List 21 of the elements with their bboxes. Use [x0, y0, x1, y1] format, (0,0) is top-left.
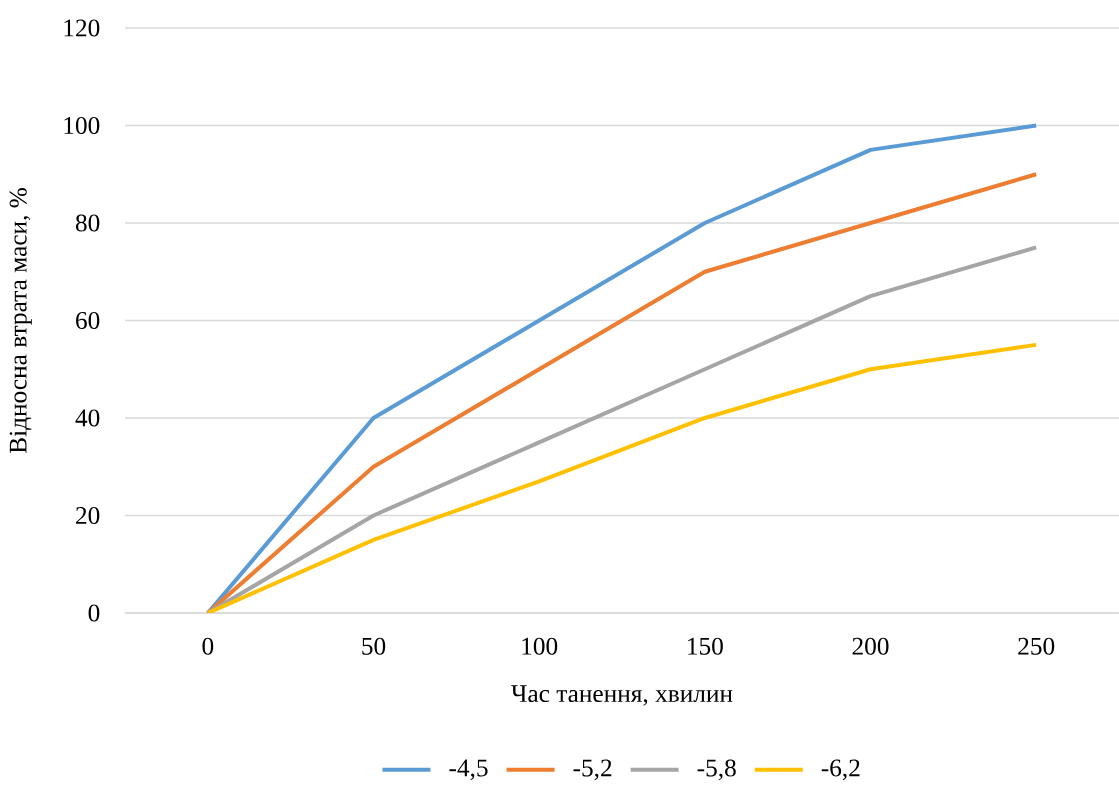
y-tick-label: 120 — [64, 19, 100, 37]
y-tick-label: 80 — [75, 214, 100, 232]
y-tick-label: 40 — [75, 409, 100, 427]
x-tick-label: 250 — [1018, 637, 1055, 655]
line-series — [205, 245, 1039, 613]
y-tick-label: 20 — [76, 506, 100, 525]
y-tick-label: 0 — [88, 604, 100, 622]
legend-label: -5,2 — [573, 759, 612, 781]
x-axis-title: Час танення, хвилин — [511, 685, 733, 706]
y-axis-title: Відносна втрата маси, % — [9, 188, 32, 454]
y-tick-label: 100 — [64, 116, 100, 135]
x-tick-label: 50 — [362, 637, 386, 655]
legend-label: -6,2 — [821, 759, 860, 781]
y-tick-label: 60 — [76, 311, 100, 330]
x-tick-label: 100 — [522, 637, 558, 655]
x-tick-label: 0 — [202, 637, 214, 655]
legend-label: -5,8 — [697, 759, 736, 781]
x-tick-label: 200 — [852, 637, 889, 655]
x-tick-label: 150 — [688, 637, 723, 655]
line-series — [205, 342, 1039, 613]
legend-label: -4,5 — [449, 759, 488, 781]
